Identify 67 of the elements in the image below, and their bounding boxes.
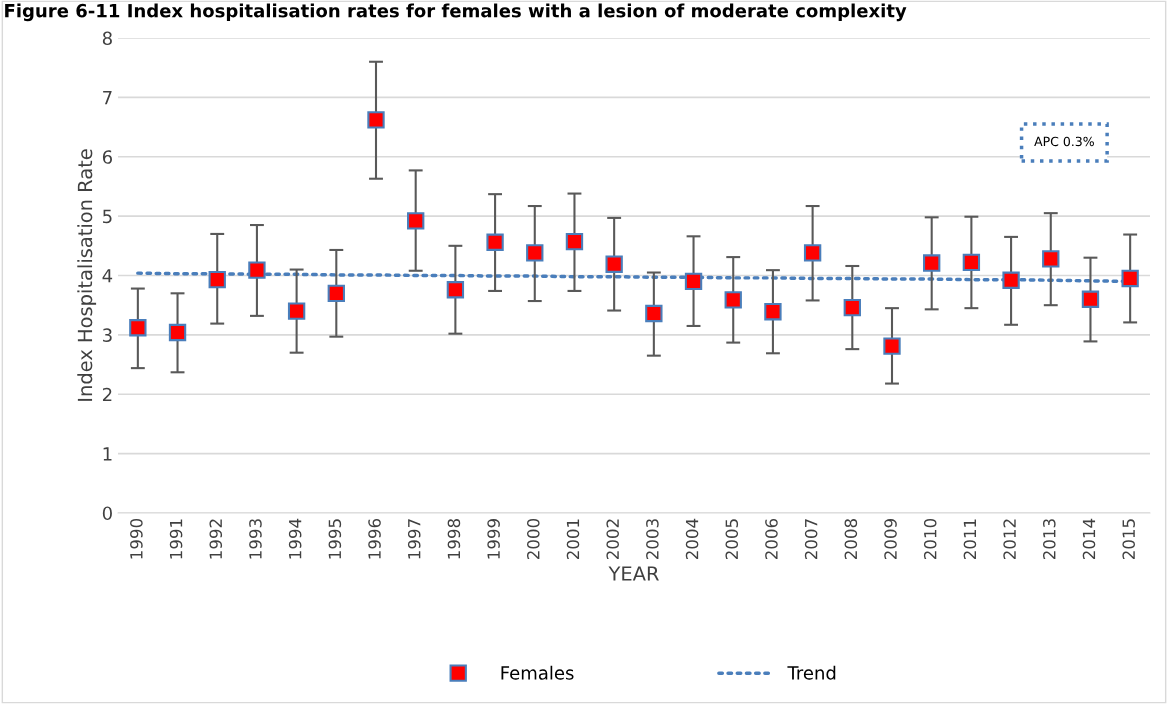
- point: [168, 323, 187, 342]
- point: [208, 270, 226, 289]
- point: [287, 302, 306, 320]
- y-tick-label: 7: [103, 91, 112, 105]
- point: [962, 253, 981, 272]
- x-tick-label: 2015: [1122, 519, 1135, 560]
- point: [803, 244, 822, 262]
- x-tick-label: 2001: [566, 519, 580, 560]
- x-tick-label: 1998: [447, 519, 461, 559]
- x-tick-label: 1999: [487, 519, 500, 559]
- chart-title: Figure 6-11 Index hospitalisation rates for females with a lesion of moderate complexity: [5, 3, 907, 22]
- point: [843, 298, 861, 317]
- y-tick-label: 4: [102, 269, 113, 283]
- point: [248, 261, 266, 279]
- point: [565, 232, 584, 251]
- x-tick-label: 1997: [407, 519, 421, 559]
- x-tick-label: 2013: [1043, 519, 1056, 560]
- point: [1042, 250, 1060, 268]
- x-tick-label: 2007: [804, 519, 818, 560]
- x-tick-label: 2010: [923, 518, 937, 560]
- y-tick-label: 5: [103, 209, 112, 224]
- point: [446, 281, 465, 299]
- annotation: APC 0.3%: [1034, 136, 1094, 147]
- point: [883, 337, 901, 355]
- point: [367, 111, 385, 129]
- point: [1121, 269, 1139, 288]
- x-tick-label: 1993: [249, 519, 262, 559]
- y-tick-label: 1: [103, 447, 112, 461]
- legend-label: Trend: [787, 665, 836, 680]
- y-tick-label: 6: [102, 150, 112, 164]
- x-tick-label: 2005: [725, 519, 739, 560]
- point: [1081, 290, 1100, 308]
- point: [645, 304, 663, 323]
- x-tick-label: 1995: [328, 519, 342, 559]
- y-tick-label: 3: [103, 328, 112, 342]
- x-tick-label: 2011: [963, 519, 977, 560]
- x-tick-label: 2009: [884, 519, 897, 560]
- point: [327, 284, 345, 302]
- x-tick-label: 2014: [1082, 518, 1096, 560]
- x-tick-label: 1994: [288, 518, 302, 559]
- x-tick-label: 1991: [169, 519, 183, 559]
- point: [605, 255, 623, 273]
- point: [486, 233, 504, 251]
- x-tick-label: 2006: [765, 518, 778, 560]
- point: [764, 303, 782, 321]
- x-tick-label: 1990: [130, 518, 143, 559]
- point: [526, 244, 544, 262]
- y-tick-label: 2: [102, 387, 112, 402]
- y-axis-title: Index Hospitalisation Rate: [77, 149, 97, 401]
- x-tick-label: 2002: [606, 519, 619, 560]
- point: [724, 291, 742, 309]
- point: [407, 212, 425, 230]
- x-tick-label: 1996: [368, 518, 381, 559]
- legend-label: Females: [501, 665, 574, 680]
- x-tick-label: 2000: [527, 518, 540, 560]
- x-tick-label: 1992: [209, 519, 223, 559]
- x-tick-label: 2012: [1003, 519, 1016, 560]
- point: [923, 254, 941, 272]
- x-tick-label: 2003: [646, 519, 659, 560]
- x-axis-title: YEAR: [608, 566, 659, 581]
- x-tick-label: 2004: [685, 518, 699, 560]
- y-tick-label: 0: [102, 506, 112, 521]
- point: [129, 319, 147, 337]
- y-tick-label: 8: [102, 31, 112, 46]
- x-tick-label: 2008: [844, 519, 858, 560]
- point: [684, 272, 703, 291]
- point: [1002, 271, 1020, 289]
